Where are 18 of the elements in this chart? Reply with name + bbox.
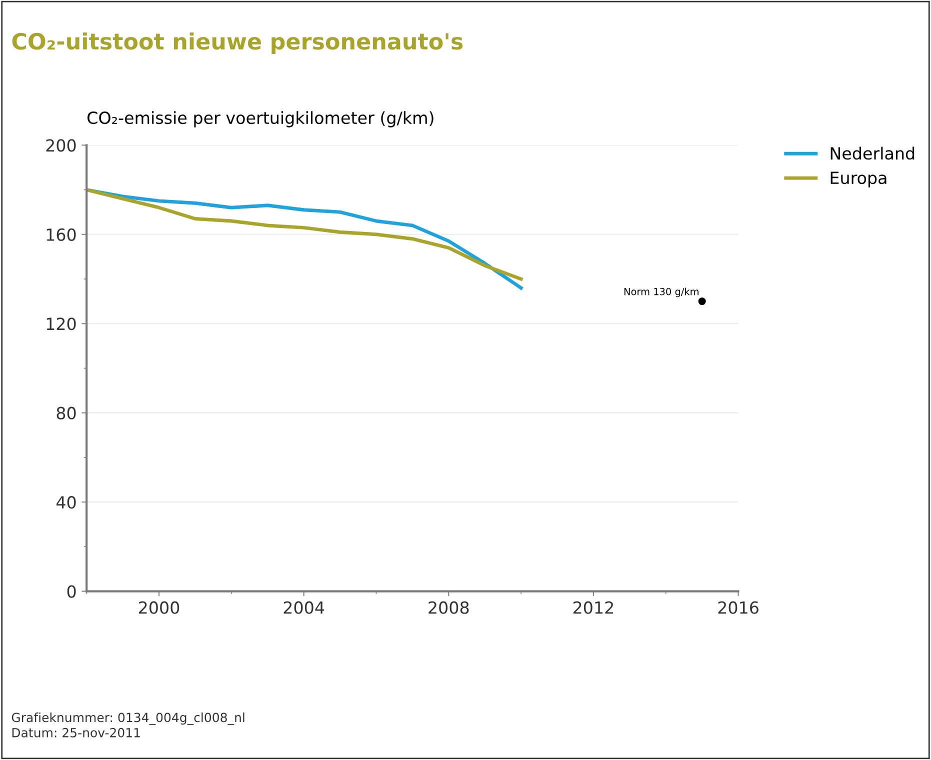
y-tick-label: 200 (46, 139, 76, 152)
chart-title: CO₂-uitstoot nieuwe personenauto's (12, 32, 463, 54)
y-tick-label: 80 (56, 406, 76, 420)
y-axis-title: CO₂-emissie per voertuigkilometer (g/km) (88, 111, 434, 128)
x-tick-label: 2012 (573, 601, 613, 614)
x-tick-label: 2004 (284, 601, 324, 614)
x-tick-label: 2016 (718, 601, 758, 614)
x-tick-label: 2008 (428, 601, 469, 614)
y-tick-label: 0 (67, 585, 76, 598)
annotation: Norm 130 g/km (624, 288, 698, 298)
text: Grafieknummer: 0134_004g_cl008_nl (12, 712, 244, 725)
y-tick-label: 40 (56, 496, 76, 509)
x-tick-label: 2000 (139, 601, 180, 614)
legend-label: Nederland (830, 146, 914, 160)
text: Datum: 25-nov-2011 (12, 728, 140, 738)
legend-label: Europa (830, 172, 886, 188)
y-tick-label: 160 (46, 228, 76, 241)
y-tick-label: 120 (46, 318, 76, 330)
